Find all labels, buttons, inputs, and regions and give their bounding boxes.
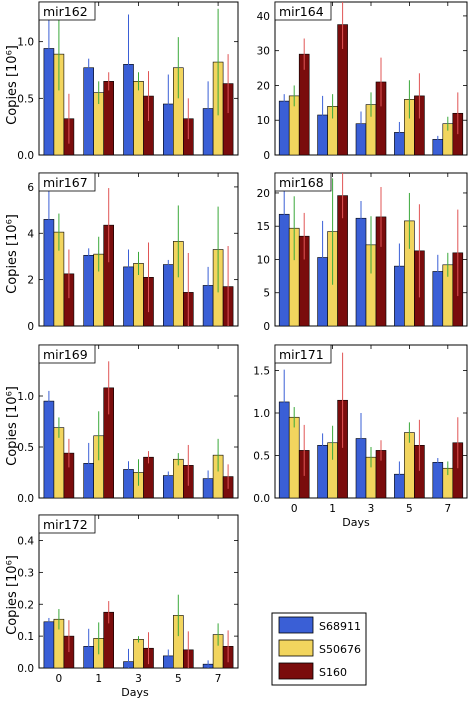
- y-tick-label: 40: [257, 11, 270, 23]
- panel-title-box: [38, 1, 96, 21]
- panel-title: mir169: [43, 347, 88, 362]
- bar: [83, 67, 94, 156]
- y-tick-label: 0.5: [17, 442, 34, 454]
- x-tick-label: 5: [175, 673, 182, 685]
- bar: [163, 264, 174, 327]
- panel-title: mir171: [279, 347, 324, 362]
- y-tick-label: 0.4: [17, 536, 34, 548]
- y-tick-label: 2: [27, 275, 34, 287]
- bar: [83, 254, 94, 327]
- y-axis-label: Copies [10⁶]: [5, 45, 20, 125]
- panel-title-box: [38, 514, 96, 534]
- y-tick-label: 5: [263, 288, 270, 300]
- x-axis-label: Days: [342, 516, 370, 529]
- x-tick-label: 7: [444, 503, 451, 515]
- y-tick-label: 6: [27, 182, 34, 194]
- bar: [43, 400, 55, 499]
- bar: [43, 621, 55, 669]
- y-tick-label: 0: [27, 321, 34, 333]
- x-tick-label: 5: [406, 503, 413, 515]
- chart-panel: 0 2 4 6 mir167: [27, 172, 239, 333]
- chart-panel: 0.0 0.5 1.0 mir169: [17, 344, 239, 505]
- y-tick-label: 0.0: [17, 150, 34, 162]
- y-axis-label: Copies [10⁶]: [5, 214, 20, 294]
- chart-panel: 0.0 0.5 1.0 1.5 0 1 3 5 7 mir171: [253, 344, 468, 515]
- legend-swatch: [278, 639, 314, 657]
- x-tick-label: 1: [95, 673, 102, 685]
- y-tick-label: 30: [257, 46, 270, 58]
- panel-title-box: [38, 344, 96, 364]
- bar: [432, 461, 444, 499]
- y-tick-label: 0.3: [17, 567, 34, 579]
- bar: [278, 100, 290, 156]
- panel-title: mir164: [279, 4, 324, 19]
- panel-title: mir162: [43, 4, 88, 19]
- y-axis-label: Copies [10⁶]: [5, 555, 20, 635]
- y-tick-label: 0.5: [17, 93, 34, 105]
- panel-title-box: [38, 172, 96, 192]
- y-tick-label: 0.1: [17, 631, 34, 643]
- bar: [288, 416, 300, 499]
- y-tick-label: 10: [257, 254, 270, 266]
- panel-title: mir167: [43, 175, 88, 190]
- chart-panel: 0.0 0.1 0.2 0.3 0.4 0 1 3 5 7 mir172: [17, 514, 239, 685]
- bar: [53, 427, 65, 499]
- panel-title-box: [274, 344, 332, 364]
- legend-swatch: [278, 616, 314, 634]
- x-axis-label: Days: [121, 686, 149, 699]
- y-tick-label: 0.0: [253, 493, 270, 505]
- y-tick-label: 0.0: [17, 663, 34, 675]
- x-tick-label: 3: [135, 673, 142, 685]
- y-tick-label: 10: [257, 115, 270, 127]
- legend-swatch: [278, 662, 314, 680]
- y-tick-label: 1.0: [17, 391, 34, 403]
- y-tick-label: 20: [257, 80, 270, 92]
- panel-title: mir168: [279, 175, 324, 190]
- y-tick-label: 1.0: [253, 408, 270, 420]
- x-tick-label: 0: [291, 503, 298, 515]
- panel-title-box: [274, 172, 332, 192]
- x-tick-label: 0: [56, 673, 63, 685]
- legend: S68911 S50676 S160: [271, 612, 367, 686]
- y-tick-label: 1.5: [253, 366, 270, 378]
- bar: [133, 639, 144, 669]
- panel-title-box: [274, 1, 332, 21]
- y-tick-label: 0.5: [253, 451, 270, 463]
- y-tick-label: 4: [27, 228, 34, 240]
- y-tick-label: 15: [257, 221, 270, 233]
- y-tick-label: 0: [263, 321, 270, 333]
- bar: [133, 81, 144, 156]
- x-tick-label: 7: [215, 673, 222, 685]
- y-axis-label: Copies [10⁶]: [5, 386, 20, 466]
- x-tick-label: 3: [368, 503, 375, 515]
- bar: [103, 81, 114, 156]
- legend-label: S68911: [319, 620, 361, 633]
- y-tick-label: 0.0: [17, 493, 34, 505]
- legend-label: S50676: [319, 643, 361, 656]
- y-tick-label: 0.2: [17, 599, 34, 611]
- y-tick-label: 1.0: [17, 37, 34, 49]
- chart-panel: 0.0 0.5 1.0 mir162: [17, 1, 239, 162]
- chart-panel: 0 10 20 30 40 mir164: [257, 1, 468, 162]
- legend-label: S160: [319, 666, 347, 679]
- x-tick-label: 1: [329, 503, 336, 515]
- panel-title: mir172: [43, 517, 88, 532]
- chart-panel: 0 5 10 15 20 mir168: [257, 172, 468, 333]
- y-tick-label: 0: [263, 150, 270, 162]
- y-tick-label: 20: [257, 188, 270, 200]
